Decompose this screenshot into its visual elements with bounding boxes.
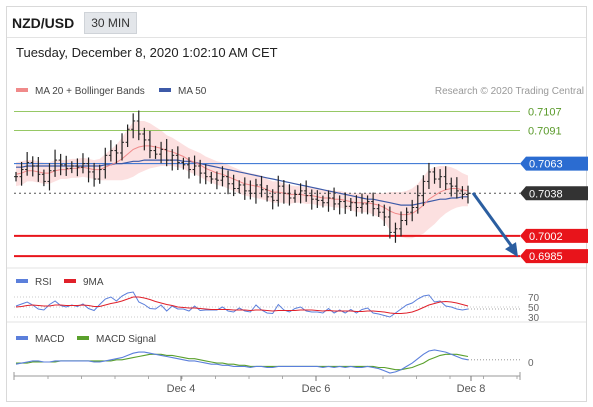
rsi-level-30-label: 30 (528, 313, 540, 324)
level-0-7063-tag (520, 156, 588, 171)
legend-swatch-rsi-1 (64, 279, 76, 283)
copyright-label: Research © 2020 Trading Central (435, 86, 584, 97)
forecast-arrow-shaft (471, 192, 515, 249)
level-0-7038-tag (520, 186, 588, 201)
header-divider (7, 37, 586, 38)
legend-swatch-rsi-0 (16, 279, 28, 283)
legend-label-rsi-0: RSI (35, 277, 52, 288)
forecast-arrow-head (505, 242, 518, 258)
macd-line (15, 349, 469, 374)
level-0-7091-label: 0.7091 (528, 125, 562, 137)
level-0-6985-tag (520, 249, 588, 264)
rsi-level-50-label: 50 (528, 303, 540, 314)
legend-swatch-macd-0 (16, 336, 28, 340)
legend-swatch-macd-1 (77, 336, 89, 340)
currency-pair-title: NZD/USD (12, 15, 75, 31)
level-0-7038-label: 0.7038 (529, 188, 563, 200)
level-0-6985-label: 0.6985 (529, 251, 563, 263)
x-axis-tick-label-0: Dec 4 (167, 383, 196, 395)
x-axis-tick-label-2: Dec 8 (457, 383, 486, 395)
legend-label-rsi-1: 9MA (83, 277, 104, 288)
legend-label-macd-0: MACD (35, 334, 64, 345)
level-0-7107-label: 0.7107 (528, 106, 562, 118)
level-0-7063-label: 0.7063 (529, 159, 563, 171)
timestamp-label: Tuesday, December 8, 2020 1:02:10 AM CET (16, 45, 278, 60)
macd-signal-line (16, 353, 469, 371)
ma50-line (16, 159, 468, 206)
rsi-level-70-label: 70 (528, 293, 540, 304)
legend-label-macd-1: MACD Signal (96, 334, 156, 345)
level-0-7002-tag (520, 228, 588, 243)
bollinger-band-area (16, 121, 468, 239)
legend-label-main-1: MA 50 (178, 86, 207, 97)
rsi-ma-line (15, 296, 469, 314)
timeframe-badge[interactable]: 30 MIN (84, 12, 137, 34)
legend-label-main-0: MA 20 + Bollinger Bands (35, 86, 145, 97)
chart-header: NZD/USD 30 MIN (12, 12, 137, 34)
level-0-7002-label: 0.7002 (529, 231, 563, 243)
ma20-line (15, 145, 469, 216)
legend-swatch-main-0 (16, 88, 28, 92)
macd-zero-label: 0 (528, 358, 534, 369)
legend-swatch-main-1 (159, 88, 171, 92)
x-axis-tick-label-1: Dec 6 (302, 383, 331, 395)
chart-frame (6, 6, 587, 402)
